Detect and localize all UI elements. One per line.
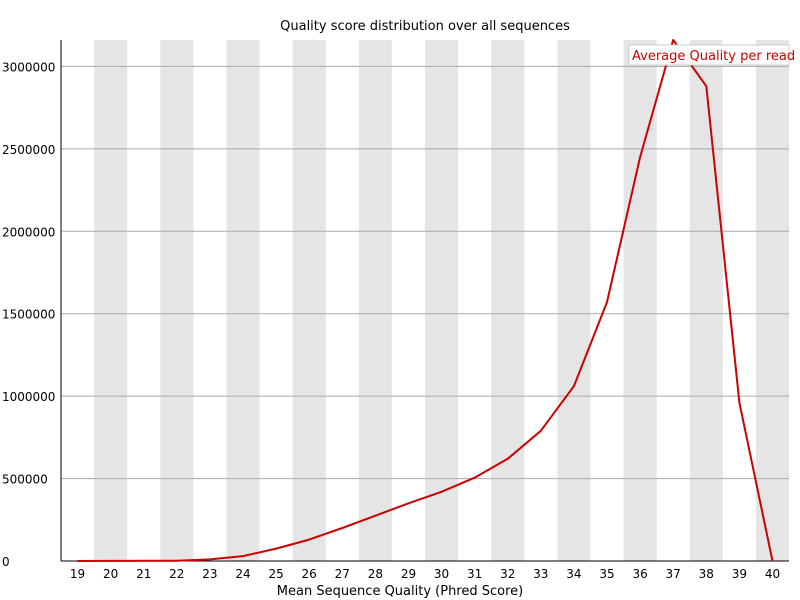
band-30	[425, 40, 459, 561]
legend-entry-label: Average Quality per read	[632, 49, 795, 64]
alternating-bands	[94, 40, 789, 561]
band-24	[226, 40, 260, 561]
y-tick-labels: 0 500000 1000000 1500000 2000000 2500000 30000…	[2, 60, 55, 569]
band-34	[557, 40, 591, 561]
y-tick-label: 1500000	[2, 308, 55, 322]
x-tick-label: 26	[302, 567, 317, 581]
band-40	[755, 40, 789, 561]
y-tick-label: 2000000	[2, 225, 55, 239]
band-20	[94, 40, 128, 561]
x-tick-label: 21	[136, 567, 151, 581]
x-tick-label: 24	[235, 567, 250, 581]
band-38	[689, 40, 723, 561]
band-36	[623, 40, 657, 561]
horizontal-gridlines	[61, 65, 789, 480]
x-tick-label: 22	[169, 567, 184, 581]
x-tick-label: 20	[103, 567, 118, 581]
x-tick-label: 23	[202, 567, 217, 581]
x-tick-label: 28	[368, 567, 383, 581]
x-tick-label: 36	[632, 567, 647, 581]
band-22	[160, 40, 194, 561]
x-tick-label: 38	[699, 567, 714, 581]
y-tick-label: 3000000	[2, 60, 55, 74]
x-tick-label: 29	[401, 567, 416, 581]
legend: Average Quality per read	[628, 44, 795, 66]
y-tick-label: 500000	[2, 473, 48, 487]
x-tick-label: 35	[599, 567, 614, 581]
x-tick-label: 40	[765, 567, 780, 581]
chart-title: Quality score distribution over all sequ…	[280, 19, 570, 34]
y-tick-label: 0	[2, 555, 10, 569]
series-line-0	[77, 39, 774, 562]
x-tick-label: 31	[467, 567, 482, 581]
x-tick-label: 34	[566, 567, 581, 581]
band-28	[358, 40, 392, 561]
x-tick-label: 30	[434, 567, 449, 581]
y-tick-label: 2500000	[2, 143, 55, 157]
legend-box	[628, 44, 790, 66]
x-tick-label: 27	[335, 567, 350, 581]
x-tick-labels: 19 20 21 22 23 24 25 26 27 28 29 30 31 32 33 34 35 36 37 38…	[70, 567, 780, 581]
series-lines	[77, 39, 774, 562]
x-tick-label: 37	[666, 567, 681, 581]
x-tick-label: 32	[500, 567, 515, 581]
x-tick-label: 19	[70, 567, 85, 581]
band-26	[292, 40, 326, 561]
x-tick-label: 33	[533, 567, 548, 581]
x-axis-title: Mean Sequence Quality (Phred Score)	[277, 584, 523, 599]
x-tick-label: 39	[732, 567, 747, 581]
x-tick-label: 25	[268, 567, 283, 581]
band-32	[491, 40, 525, 561]
y-tick-label: 1000000	[2, 390, 55, 404]
